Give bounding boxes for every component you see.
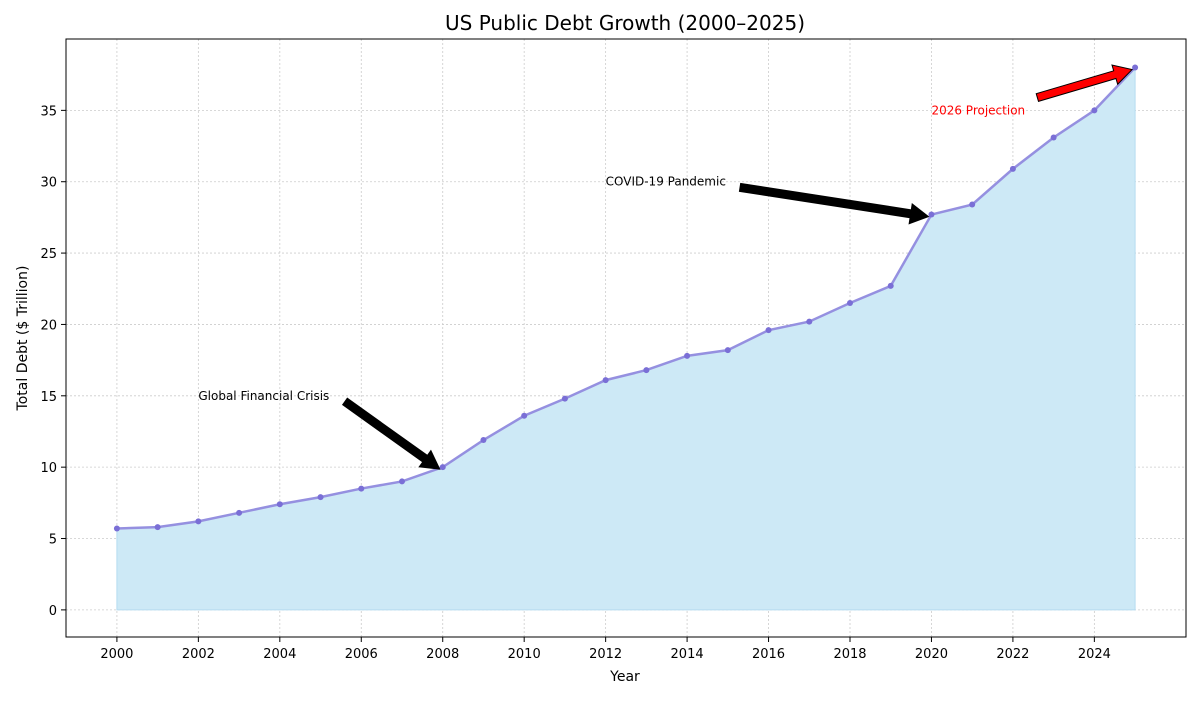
y-tick-label: 20 — [40, 318, 57, 333]
data-point — [1091, 107, 1098, 114]
y-tick-label: 10 — [40, 461, 57, 476]
y-tick-label: 25 — [40, 247, 57, 262]
data-point — [806, 318, 813, 325]
data-point — [928, 211, 935, 218]
data-point — [887, 282, 894, 289]
y-axis-label: Total Debt ($ Trillion) — [15, 266, 31, 412]
data-point — [154, 524, 161, 531]
annotation-label: Global Financial Crisis — [198, 389, 329, 403]
x-tick-label: 2012 — [589, 647, 622, 662]
x-tick-label: 2008 — [426, 647, 459, 662]
data-point — [521, 412, 528, 419]
y-tick-label: 5 — [49, 533, 57, 548]
chart-title: US Public Debt Growth (2000–2025) — [445, 11, 805, 35]
y-tick-label: 35 — [40, 104, 57, 119]
x-tick-label: 2020 — [915, 647, 948, 662]
annotation-label: 2026 Projection — [931, 103, 1025, 117]
data-point — [195, 518, 202, 525]
debt-area-fill — [116, 66, 1136, 611]
data-point — [1050, 134, 1057, 141]
data-point — [847, 300, 853, 307]
x-tick-label: 2002 — [182, 647, 215, 662]
data-point — [561, 395, 568, 402]
x-tick-label: 2004 — [263, 647, 296, 662]
data-point — [317, 494, 324, 501]
x-tick-label: 2024 — [1078, 647, 1111, 662]
data-point — [602, 377, 609, 384]
x-tick-label: 2010 — [508, 647, 541, 662]
x-axis-label: Year — [609, 669, 640, 685]
y-tick-label: 30 — [40, 176, 57, 191]
data-point — [765, 327, 772, 334]
data-point — [439, 464, 446, 471]
annotation-arrow — [1035, 64, 1134, 102]
x-tick-label: 2018 — [833, 647, 866, 662]
annotation-label: COVID-19 Pandemic — [606, 175, 726, 189]
y-tick-label: 0 — [49, 604, 57, 619]
marks-layer — [113, 64, 1139, 532]
x-tick-label: 2014 — [671, 647, 704, 662]
data-point — [399, 478, 405, 485]
data-point — [724, 347, 731, 354]
data-point — [1009, 165, 1016, 172]
data-point — [236, 509, 243, 516]
annotation-arrow — [341, 397, 441, 470]
data-point — [684, 352, 691, 359]
y-tick-label: 15 — [40, 390, 57, 405]
data-point — [480, 437, 487, 444]
x-tick-label: 2022 — [996, 647, 1029, 662]
data-point — [969, 201, 976, 208]
area-layer — [116, 66, 1136, 611]
debt-line — [116, 66, 1136, 530]
data-point — [643, 367, 650, 374]
data-point — [276, 501, 283, 508]
annotation-arrow — [738, 182, 930, 225]
x-tick-label: 2006 — [345, 647, 378, 662]
x-tick-label: 2000 — [100, 647, 133, 662]
data-point — [1132, 64, 1139, 71]
plot-frame — [65, 38, 1187, 638]
x-tick-label: 2016 — [752, 647, 785, 662]
ticks-layer: 2000 2002 2004 2006 2008 2010 2012 2014 2016 2018… — [40, 104, 1110, 662]
data-point — [358, 485, 365, 492]
data-point — [113, 525, 120, 532]
annotations-layer: Global Financial Crisis COVID-19 Pandemic… — [198, 64, 1134, 470]
